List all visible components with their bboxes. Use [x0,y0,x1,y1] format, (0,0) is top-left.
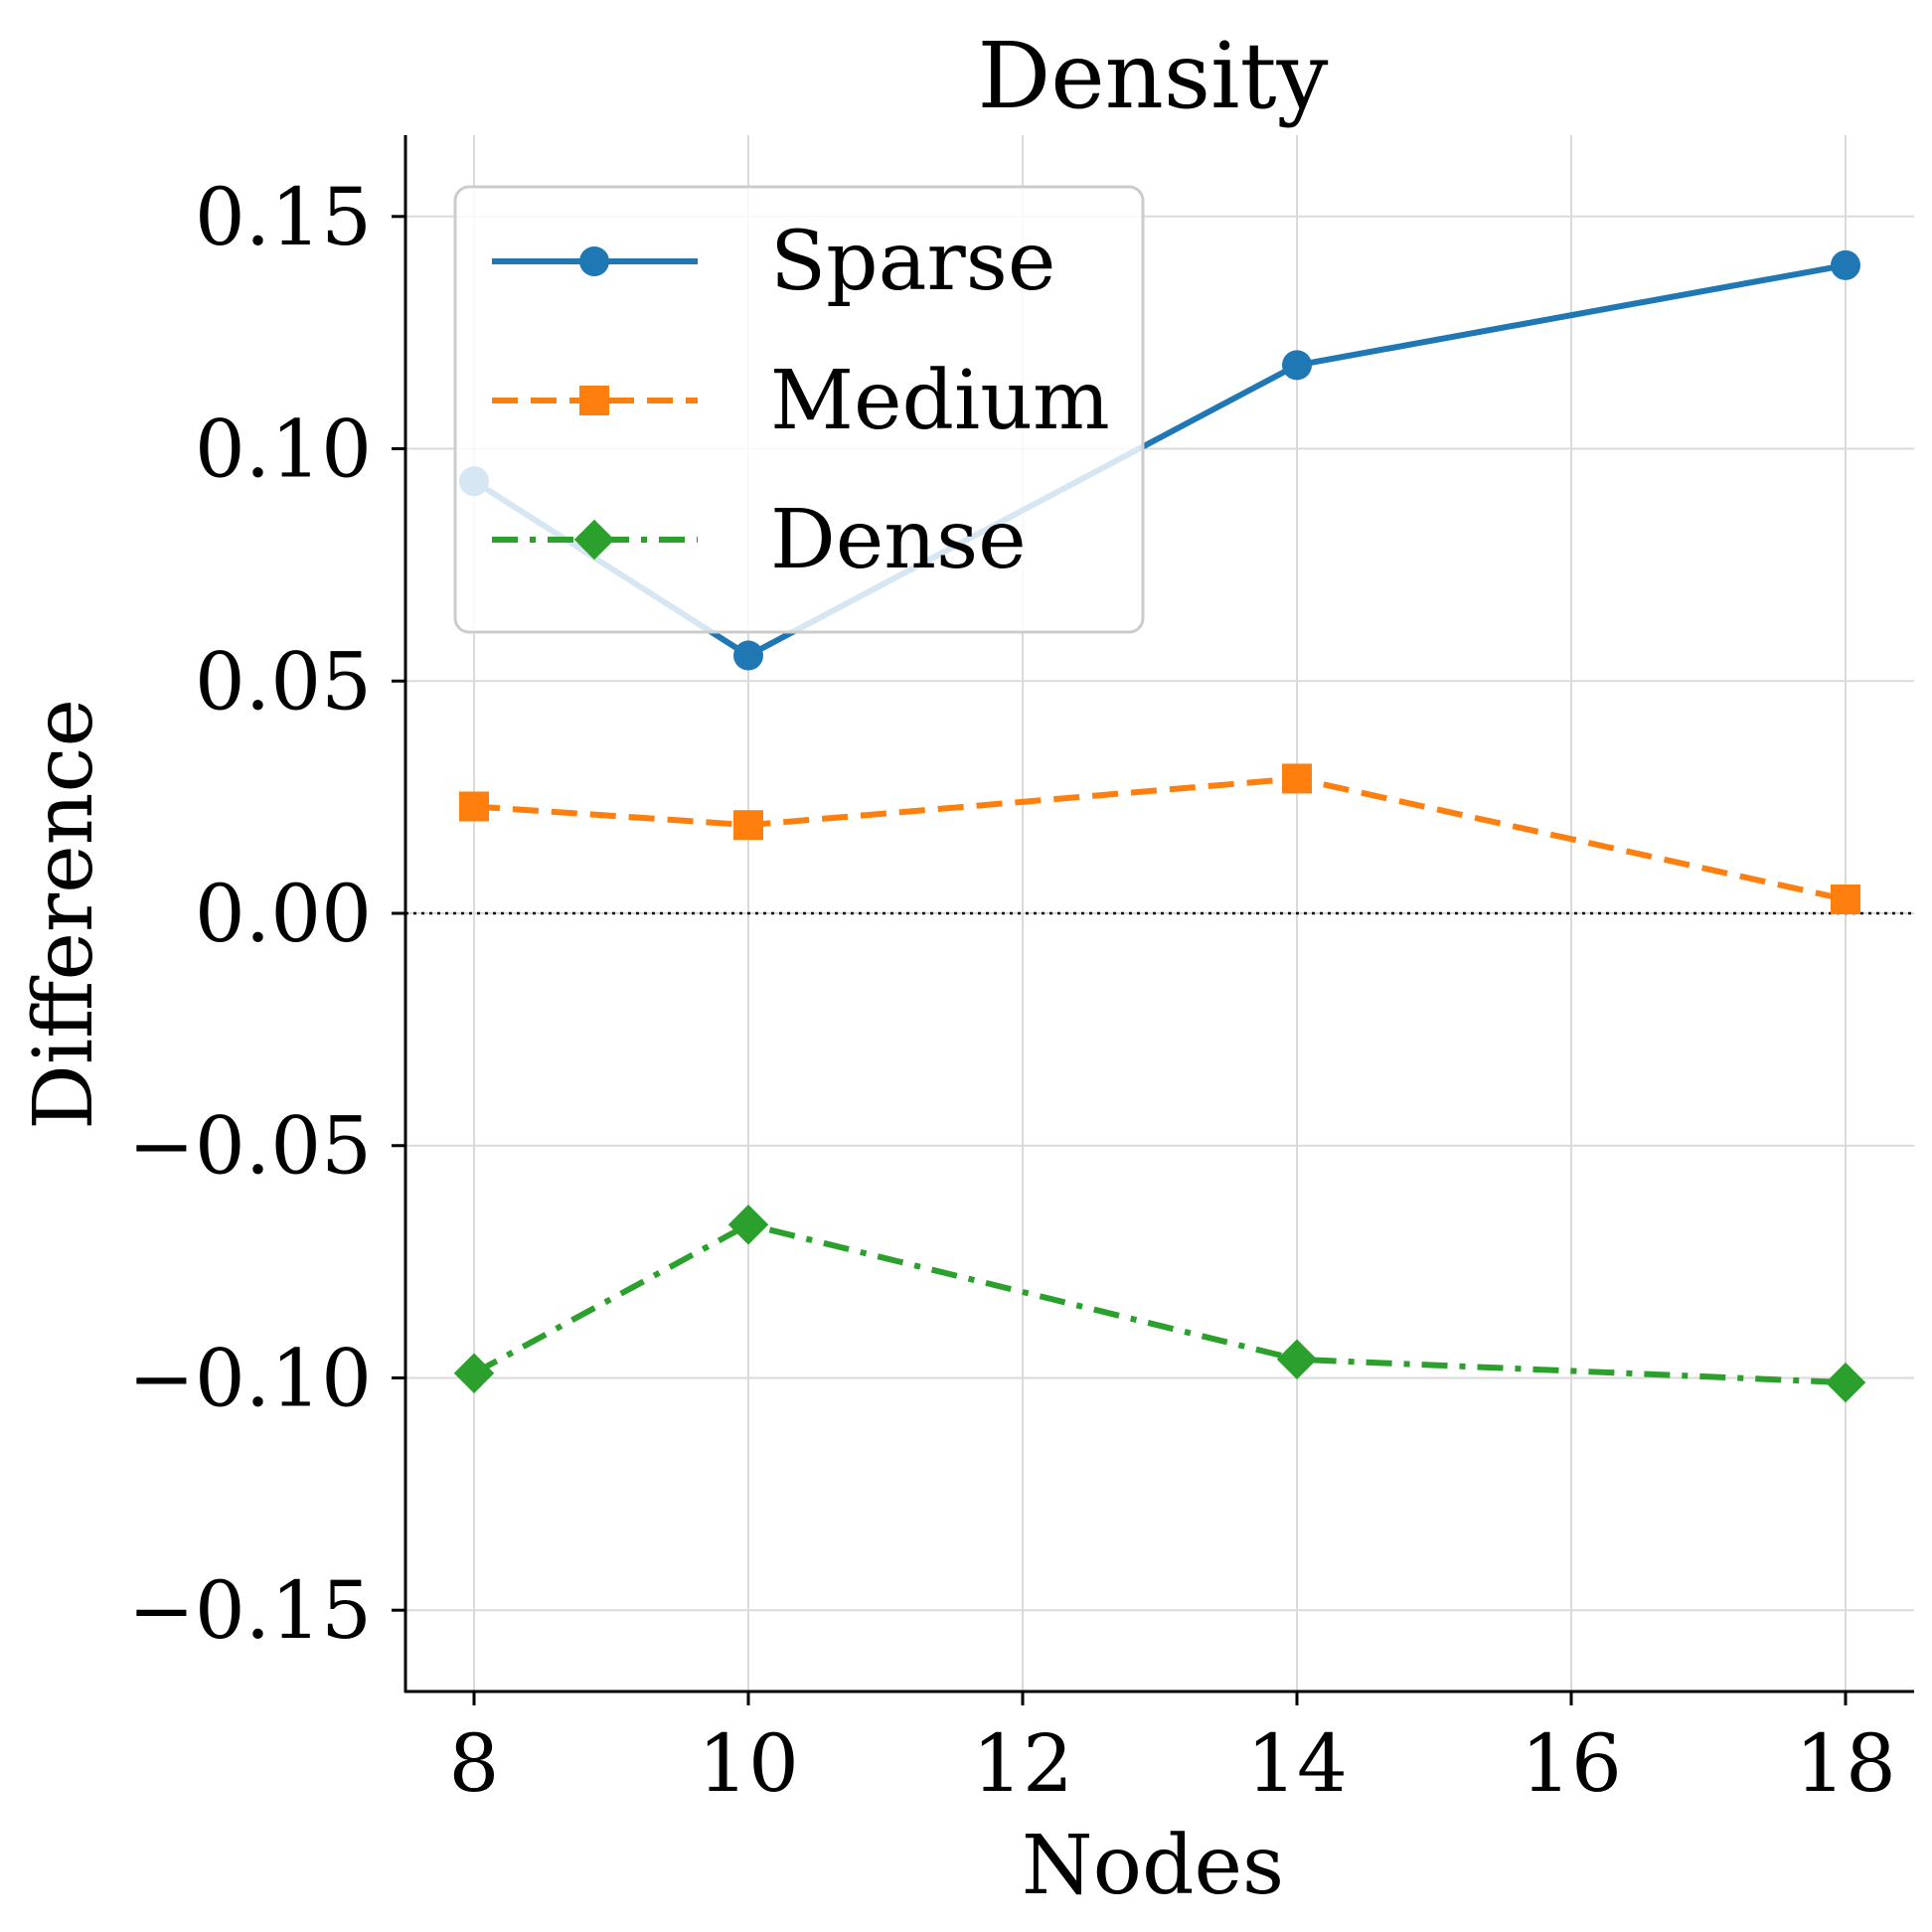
y-tick-label: −0.05 [128,1100,372,1193]
x-axis-label: Nodes [1022,1819,1284,1913]
series-line-medium [473,775,1847,902]
data-point-dense [1825,1362,1866,1403]
data-point-sparse [733,640,763,671]
data-point-medium [1282,763,1312,794]
y-tick-label: 0.15 [195,171,372,263]
series-dense [453,1204,1866,1403]
legend-label-dense: Dense [770,493,1027,587]
data-point-dense [1276,1339,1318,1380]
y-axis-label: Difference [17,699,111,1130]
legend: Sparse Medium Dense [453,185,1145,634]
legend-label-medium: Medium [770,354,1110,448]
data-point-dense [453,1353,495,1394]
legend-marker-medium [579,386,609,415]
data-point-sparse [1282,350,1312,381]
y-tick-label: 0.05 [195,635,372,727]
series-medium [459,763,1860,914]
data-point-sparse [1831,249,1860,280]
x-tick-label: 8 [449,1717,500,1810]
legend-label-sparse: Sparse [770,215,1055,309]
data-point-medium [733,810,763,841]
tick-labels: 8 10 12 14 16 18 0.15 0.10 0.05 0.00 −0.05 −0.10 −0.… [128,171,1896,1810]
series-line-dense [472,1221,1847,1386]
y-tick-label: −0.10 [128,1332,372,1424]
x-tick-label: 14 [1246,1717,1348,1810]
legend-item-dense: Dense [492,493,1027,587]
data-point-medium [1831,884,1860,914]
y-tick-label: 0.10 [195,403,372,496]
legend-box [453,185,1145,634]
x-tick-label: 12 [972,1717,1073,1810]
legend-item-sparse: Sparse [492,215,1055,309]
x-tick-label: 18 [1795,1717,1896,1810]
y-tick-label: −0.15 [128,1564,372,1657]
legend-marker-sparse [579,246,609,276]
y-tick-label: 0.00 [195,868,372,960]
legend-marker-dense [573,519,615,561]
legend-item-medium: Medium [492,354,1110,448]
x-tick-label: 16 [1521,1717,1622,1810]
data-point-dense [727,1204,769,1245]
chart-title: Density [977,23,1328,129]
data-point-medium [459,791,489,822]
x-tick-label: 10 [698,1717,799,1810]
